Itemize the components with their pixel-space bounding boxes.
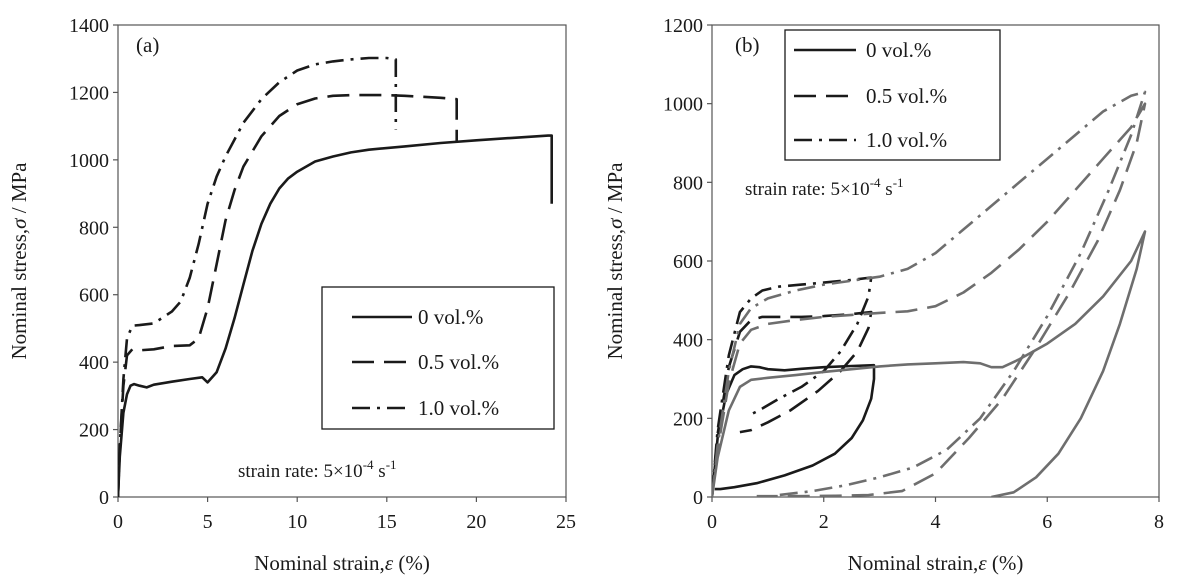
y-axis-label: Nominal stress,σ / MPa — [603, 162, 627, 360]
legend: 0 vol.% 0.5 vol.% 1.0 vol.% — [784, 29, 1001, 161]
strain-rate-annotation: strain rate: 5×10-4 s-1 — [238, 457, 397, 482]
series-line-0-5-vol--cycle-2 — [712, 102, 1147, 497]
y-tick-label: 1200 — [69, 82, 109, 104]
y-tick-label: 400 — [79, 352, 109, 374]
x-tick-label: 8 — [1154, 511, 1164, 533]
panel-b: 0 200 400 600 800 1000 1200 0 2 4 6 8 Nominal strain… — [603, 15, 1164, 575]
y-tick-label: 200 — [673, 408, 703, 430]
series-line-1-0-vol--cycle-2 — [712, 90, 1147, 497]
x-tick-label: 2 — [819, 511, 829, 533]
series-line-0-vol- — [118, 134, 554, 497]
legend-box — [321, 286, 555, 430]
y-tick-label: 0 — [693, 487, 703, 509]
legend-box — [784, 29, 1001, 161]
series-line-1-0-vol--cycle-1 — [712, 276, 873, 497]
x-axis-label: Nominal strain,ε (%) — [848, 551, 1024, 575]
legend: 0 vol.% 0.5 vol.% 1.0 vol.% — [321, 286, 555, 430]
series-line-0-vol--cycle-2 — [712, 230, 1147, 497]
panel-label: (a) — [136, 33, 159, 57]
x-tick-label: 4 — [931, 511, 941, 533]
x-tick-label: 10 — [287, 511, 307, 533]
y-tick-label: 800 — [673, 172, 703, 194]
strain-rate-annotation: strain rate: 5×10-4 s-1 — [745, 175, 904, 200]
x-axis-label: Nominal strain,ε (%) — [254, 551, 430, 575]
legend-label: 0.5 vol.% — [866, 84, 947, 108]
x-tick-label: 20 — [466, 511, 486, 533]
x-tick-label: 0 — [707, 511, 717, 533]
legend-label: 0.5 vol.% — [418, 350, 499, 374]
y-tick-label: 1400 — [69, 15, 109, 37]
y-tick-label: 1200 — [663, 15, 703, 37]
y-tick-label: 0 — [99, 487, 109, 509]
legend-label: 0 vol.% — [866, 38, 931, 62]
series-line-0-vol--cycle-1 — [712, 363, 876, 497]
legend-label: 1.0 vol.% — [418, 396, 499, 420]
series-line-1-0-vol- — [118, 56, 398, 497]
x-tick-label: 25 — [556, 511, 576, 533]
y-tick-label: 1000 — [663, 94, 703, 116]
y-tick-label: 200 — [79, 420, 109, 442]
y-tick-label: 600 — [673, 251, 703, 273]
plot-frame — [117, 24, 567, 498]
y-tick-label: 600 — [79, 285, 109, 307]
legend-label: 0 vol.% — [418, 305, 483, 329]
y-tick-label: 400 — [673, 330, 703, 352]
legend-label: 1.0 vol.% — [866, 128, 947, 152]
series-line-0-5-vol--cycle-1 — [712, 310, 873, 497]
panel-a: 0 200 400 600 800 1000 1200 1400 0 5 10 15 20 25 Nomin… — [7, 15, 576, 575]
y-tick-label: 800 — [79, 217, 109, 239]
x-tick-label: 0 — [113, 511, 123, 533]
x-tick-label: 6 — [1042, 511, 1052, 533]
y-tick-label: 1000 — [69, 150, 109, 172]
y-axis-label: Nominal stress,σ / MPa — [7, 162, 31, 360]
panel-label: (b) — [735, 33, 760, 57]
series-group — [118, 56, 554, 497]
series-group — [712, 90, 1147, 497]
x-tick-label: 5 — [203, 511, 213, 533]
x-tick-label: 15 — [377, 511, 397, 533]
